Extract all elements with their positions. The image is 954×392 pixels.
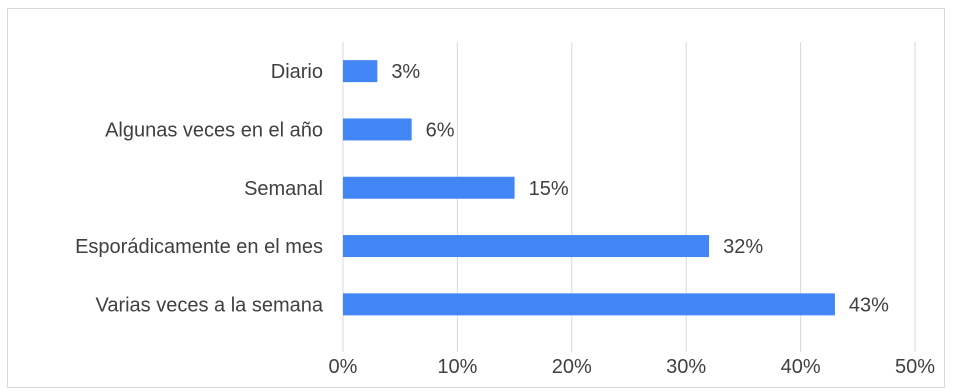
x-tick-label: 20% [552,356,592,378]
bar [343,60,378,83]
data-label: 43% [849,294,889,316]
data-labels: 3% 6% 15% 32% 43% [391,61,889,316]
bar [343,293,835,316]
bar [343,176,515,199]
category-labels: Diario Algunas veces en el año Semanal Espo… [75,61,324,316]
x-tick-label: 50% [895,356,935,378]
data-label: 3% [391,61,420,83]
category-label: Esporádicamente en el mes [75,236,323,258]
x-tick-label: 30% [666,356,706,378]
bar-group [343,60,835,316]
x-tick-labels: 0% 10% 20% 30% 40% 50% [329,356,936,378]
data-label: 15% [529,178,569,200]
x-tick-label: 0% [329,356,358,378]
data-label: 6% [426,119,455,141]
category-label: Diario [271,61,323,83]
x-tick-label: 10% [437,356,477,378]
bar [343,235,710,258]
category-label: Semanal [244,178,323,200]
category-label: Varias veces a la semana [95,294,323,316]
category-label: Algunas veces en el año [105,119,323,141]
data-label: 32% [723,236,763,258]
x-tick-label: 40% [781,356,821,378]
bar [343,118,412,141]
